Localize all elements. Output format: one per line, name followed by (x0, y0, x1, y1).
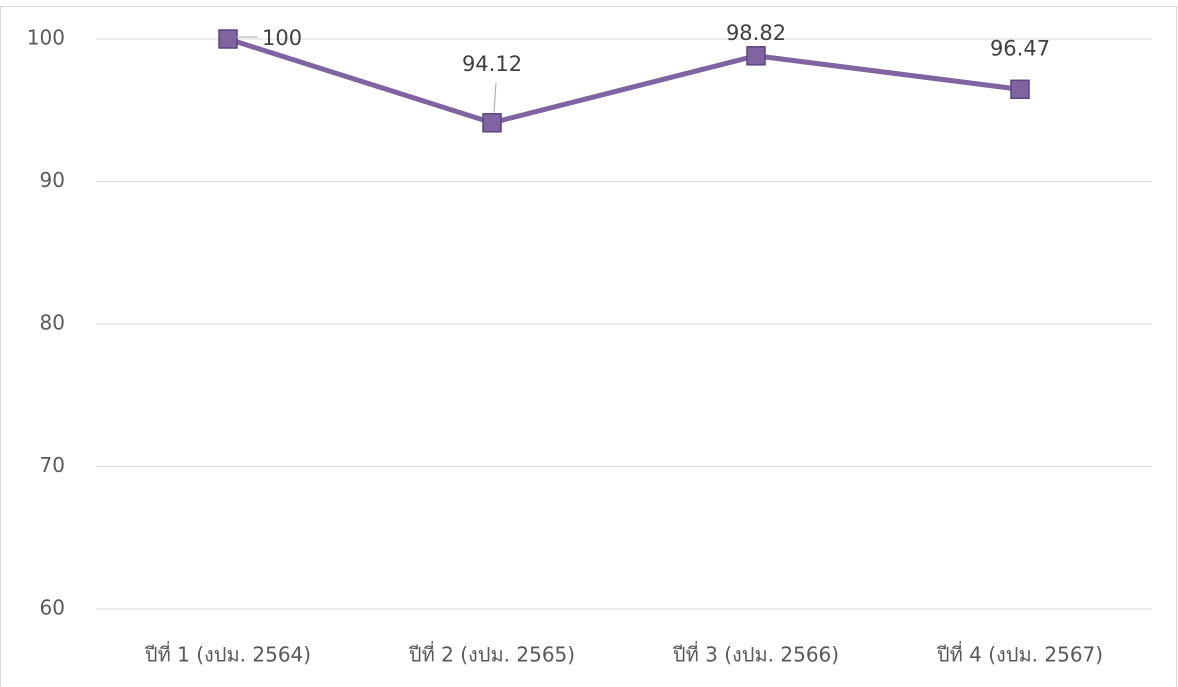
x-tick-label: ปีที่ 2 (งปม. 2565) (409, 641, 575, 667)
y-tick-label: 90 (40, 168, 65, 192)
data-label: 98.82 (726, 21, 786, 45)
marker (218, 29, 238, 49)
data-label: 94.12 (462, 52, 522, 76)
leader-line (493, 82, 497, 113)
data-label: 100 (262, 26, 302, 50)
y-tick-label: 80 (40, 311, 65, 335)
marker (482, 113, 502, 133)
y-tick-label: 70 (40, 453, 65, 477)
x-tick-label: ปีที่ 3 (งปม. 2566) (673, 641, 839, 667)
line (227, 36, 1021, 126)
marker (746, 46, 766, 66)
x-tick-label: ปีที่ 4 (งปม. 2567) (937, 641, 1103, 667)
data-label: 96.47 (990, 36, 1050, 60)
marker (1010, 79, 1030, 100)
x-tick-label: ปีที่ 1 (งปม. 2564) (145, 641, 311, 667)
y-tick-label: 100 (27, 26, 65, 50)
y-tick-label: 60 (40, 596, 65, 620)
chart-border (0, 6, 1177, 687)
